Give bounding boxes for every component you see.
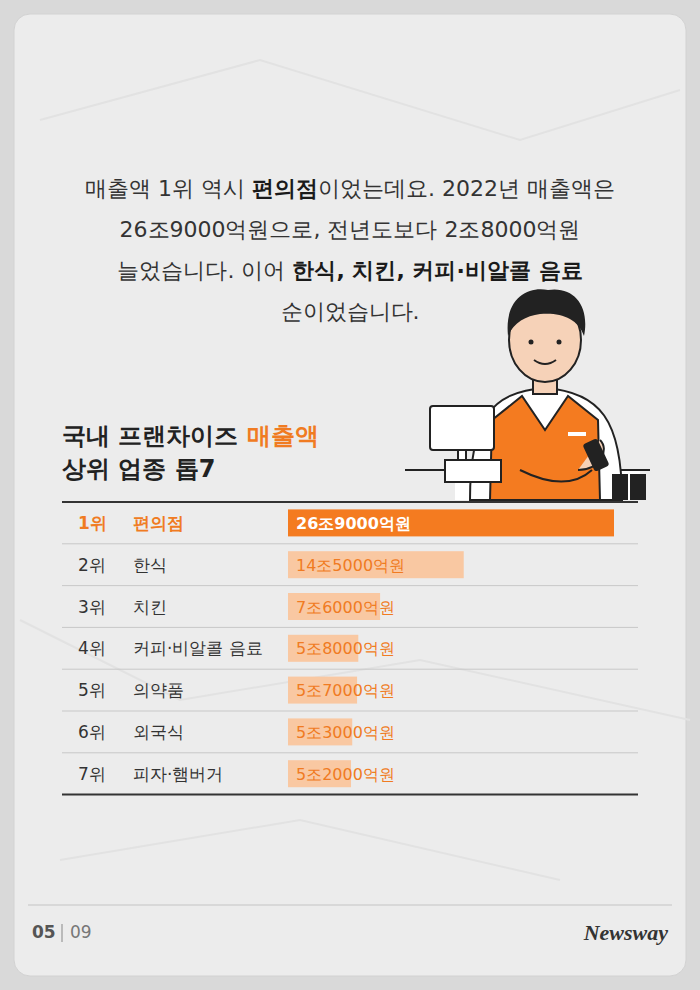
intro-segment: 편의점 xyxy=(252,176,318,201)
register-base xyxy=(445,460,501,482)
rank-label: 5위 xyxy=(78,680,106,700)
data-label: 5조8000억원 xyxy=(296,639,395,658)
scanner-cable xyxy=(520,470,592,482)
category-label: 피자·햄버거 xyxy=(133,764,223,784)
rank-label: 4위 xyxy=(78,638,106,658)
paper-crease xyxy=(60,820,560,880)
vest-badge xyxy=(568,432,586,436)
intro-segment: 이었는데요. 2022년 매출액은 xyxy=(318,176,615,201)
intro-segment: 매출액 1위 역시 xyxy=(85,176,252,201)
chart-title-segment: 매출액 xyxy=(247,422,319,450)
rank-label: 2위 xyxy=(78,555,106,575)
eye xyxy=(557,340,562,345)
chart-title: 국내 프랜차이즈 매출액 xyxy=(62,422,319,450)
category-label: 외국식 xyxy=(133,722,184,742)
intro-line: 매출액 1위 역시 편의점이었는데요. 2022년 매출액은 xyxy=(85,176,615,201)
intro-segment: 26조9000억원으로, 전년도보다 2조8000억원 xyxy=(120,217,581,242)
bar xyxy=(288,551,464,578)
chart-title-segment: 국내 프랜차이즈 xyxy=(62,422,247,450)
bag xyxy=(630,474,646,500)
hair xyxy=(508,289,586,336)
paper-crease xyxy=(20,620,690,720)
chart-title: 상위 업종 톱7 xyxy=(62,455,215,483)
bar xyxy=(288,509,614,536)
page-number: 05 xyxy=(32,922,56,942)
table-bottom-rule xyxy=(62,794,638,796)
row-rule xyxy=(62,752,638,753)
rank-label: 7위 xyxy=(78,764,106,784)
table-top-rule xyxy=(62,501,638,503)
eye xyxy=(529,340,534,345)
vest xyxy=(490,396,600,500)
row-rule xyxy=(62,585,638,586)
intro-segment: 한식, 치킨, 커피·비알콜 음료 xyxy=(292,258,582,283)
labels: 1위 편의점 26조9000억원 2위 한식 14조5000억원 3위 치킨 7조6000억원 4… xyxy=(78,513,411,784)
intro-line: 26조9000억원으로, 전년도보다 2조8000억원 xyxy=(120,217,581,242)
bag xyxy=(612,474,628,500)
data-label: 14조5000억원 xyxy=(296,556,405,575)
bars xyxy=(288,509,614,787)
monitor xyxy=(430,406,494,450)
chart-title-segment: 상위 업종 톱7 xyxy=(62,455,215,483)
data-label: 5조7000억원 xyxy=(296,681,395,700)
rank-label: 1위 xyxy=(78,513,107,533)
brand-logo: Newsway xyxy=(583,920,669,945)
page: 매출액 1위 역시 편의점이었는데요. 2022년 매출액은26조9000억원으… xyxy=(0,0,700,990)
footer-rule xyxy=(28,905,672,906)
card xyxy=(14,14,686,976)
background xyxy=(0,0,700,990)
row-rule xyxy=(62,627,638,628)
data-label: 5조2000억원 xyxy=(296,765,395,784)
intro-line: 순이었습니다. xyxy=(281,299,420,324)
intro-segment: 늘었습니다. 이어 xyxy=(117,258,292,283)
cashier-illustration xyxy=(405,289,650,500)
rank-label: 3위 xyxy=(78,597,106,617)
row-rule xyxy=(62,669,638,670)
category-label: 한식 xyxy=(133,555,167,575)
category-label: 치킨 xyxy=(133,597,167,617)
scanner xyxy=(582,438,609,472)
page-total: 09 xyxy=(70,922,92,942)
data-label: 7조6000억원 xyxy=(296,598,395,617)
page-separator xyxy=(62,924,63,942)
row-rule xyxy=(62,711,638,712)
row-rule xyxy=(62,543,638,544)
data-label: 26조9000억원 xyxy=(296,514,411,533)
intro-segment: 순이었습니다. xyxy=(281,299,420,324)
category-label: 의약품 xyxy=(133,680,184,700)
paper-crease xyxy=(40,60,680,140)
intro-line: 늘었습니다. 이어 한식, 치킨, 커피·비알콜 음료 xyxy=(117,258,582,283)
category-label: 편의점 xyxy=(133,513,184,533)
category-label: 커피·비알콜 음료 xyxy=(133,638,263,658)
rank-label: 6위 xyxy=(78,722,106,742)
data-label: 5조3000억원 xyxy=(296,723,395,742)
smile xyxy=(534,360,556,364)
